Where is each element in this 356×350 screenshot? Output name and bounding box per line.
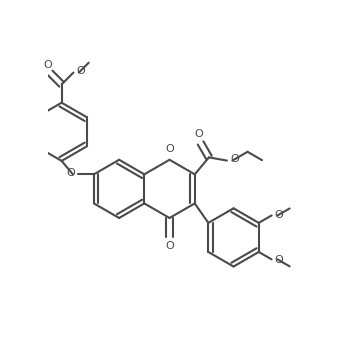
Text: O: O <box>77 66 85 76</box>
Text: O: O <box>231 154 240 164</box>
Text: O: O <box>165 241 174 251</box>
Text: O: O <box>274 210 283 220</box>
Text: O: O <box>195 129 204 139</box>
Text: O: O <box>165 145 174 154</box>
Text: O: O <box>67 168 75 178</box>
Text: O: O <box>44 60 52 70</box>
Text: O: O <box>274 255 283 265</box>
